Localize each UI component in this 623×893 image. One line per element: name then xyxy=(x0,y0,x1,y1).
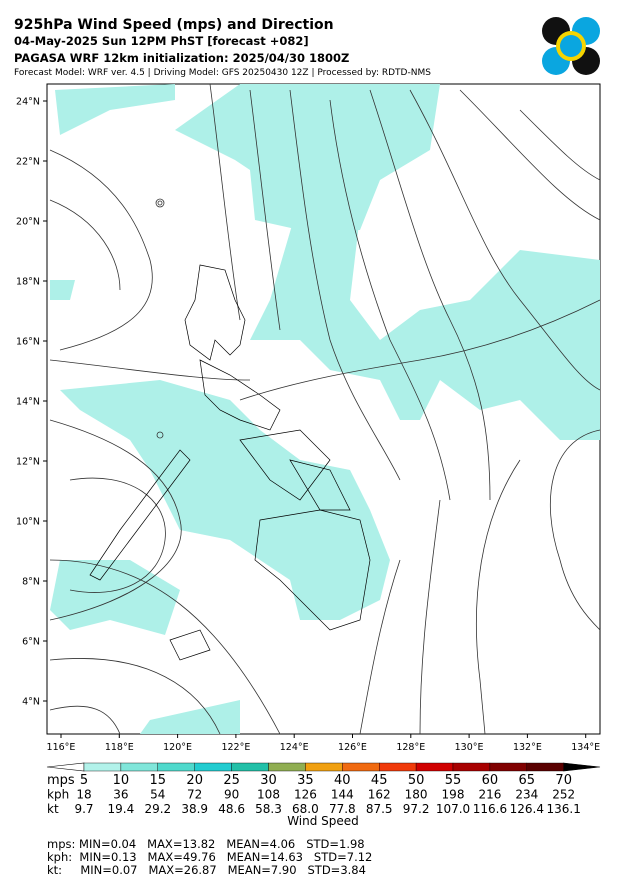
streamlines xyxy=(49,83,601,735)
lon-label: 124°E xyxy=(280,742,309,753)
colorbar-segment xyxy=(415,762,454,772)
unit-label: kt xyxy=(47,802,59,816)
colorbar-tick-label: 5 xyxy=(80,773,88,788)
subtitle: 04-May-2025 Sun 12PM PhST [forecast +082… xyxy=(14,34,309,48)
lat-label: 22°N xyxy=(16,157,40,168)
colorbar-tick-label: 45 xyxy=(371,773,388,788)
logo xyxy=(542,17,600,75)
colorbar-tick-label: 107.0 xyxy=(436,802,470,816)
colorbar-tick-label: 116.6 xyxy=(473,802,507,816)
title: 925hPa Wind Speed (mps) and Direction xyxy=(14,17,334,33)
colorbar-tick-label: 35 xyxy=(297,773,314,788)
colorbar-tick-label: 87.5 xyxy=(366,802,393,816)
model-info: Forecast Model: WRF ver. 4.5 | Driving M… xyxy=(14,68,431,78)
colorbar-tick-label: 10 xyxy=(113,773,130,788)
lat-label: 20°N xyxy=(16,217,40,228)
colorbar-tick-label: 65 xyxy=(519,773,536,788)
lon-label: 118°E xyxy=(105,742,134,753)
lat-label: 16°N xyxy=(16,337,40,348)
colorbar-tick-label: 9.7 xyxy=(74,802,93,816)
colorbar-tick-label: 126.4 xyxy=(510,802,544,816)
colorbar-tick-label: 144 xyxy=(331,788,354,802)
colorbar-tick-label: 97.2 xyxy=(403,802,430,816)
lon-label: 134°E xyxy=(571,742,600,753)
lat-label: 14°N xyxy=(16,397,40,408)
colorbar-tick-label: 70 xyxy=(555,773,572,788)
coastline xyxy=(89,264,371,661)
colorbar-segment xyxy=(305,762,343,772)
unit-label: kph xyxy=(47,788,69,802)
colorbar-tick-label: 68.0 xyxy=(292,802,319,816)
colorbar-tick-label: 25 xyxy=(223,773,240,788)
map xyxy=(46,83,601,735)
colorbar-tick-label: 136.1 xyxy=(547,802,581,816)
lon-label: 128°E xyxy=(396,742,425,753)
colorbar-under xyxy=(46,762,85,772)
colorbar-tick-label: 20 xyxy=(186,773,203,788)
colorbar-segment xyxy=(452,762,491,772)
colorbar-tick-label: 40 xyxy=(334,773,351,788)
colorbar-tick-label: 252 xyxy=(552,788,575,802)
colorbar-tick-label: 29.2 xyxy=(144,802,171,816)
colorbar-tick-label: 30 xyxy=(260,773,277,788)
colorbar-tick-label: 216 xyxy=(478,788,501,802)
lon-label: 130°E xyxy=(455,742,484,753)
colorbar-segment xyxy=(231,762,269,772)
lat-label: 4°N xyxy=(22,697,40,708)
colorbar-tick-label: 234 xyxy=(515,788,538,802)
colorbar-tick-label: 50 xyxy=(408,773,425,788)
lon-label: 120°E xyxy=(163,742,192,753)
colorbar-tick-label: 162 xyxy=(368,788,391,802)
colorbar-tick-label: 72 xyxy=(187,788,202,802)
colorbar-segment xyxy=(194,762,232,772)
colorbar-segment xyxy=(83,762,122,772)
lat-label: 24°N xyxy=(16,97,40,108)
colorbar-tick-label: 108 xyxy=(257,788,280,802)
colorbar-over xyxy=(563,762,601,772)
colorbar-segment xyxy=(157,762,195,772)
lon-label: 122°E xyxy=(221,742,250,753)
colorbar-tick-label: 55 xyxy=(445,773,462,788)
stats-line: kt: MIN=0.07 MAX=26.87 MEAN=7.90 STD=3.8… xyxy=(47,863,366,877)
colorbar-segment xyxy=(268,762,306,772)
colorbar-tick-label: 60 xyxy=(482,773,499,788)
colorbar-segment xyxy=(489,762,527,772)
colorbar-tick-label: 58.3 xyxy=(255,802,282,816)
lon-label: 116°E xyxy=(47,742,76,753)
stats-line: kph: MIN=0.13 MAX=49.76 MEAN=14.63 STD=7… xyxy=(47,850,372,864)
wind-shading xyxy=(50,84,600,734)
colorbar-segment xyxy=(342,762,380,772)
unit-label: mps xyxy=(47,773,75,788)
colorbar-label: Wind Speed xyxy=(287,814,359,828)
colorbar-tick-label: 19.4 xyxy=(108,802,135,816)
lat-label: 18°N xyxy=(16,277,40,288)
lon-label: 132°E xyxy=(513,742,542,753)
colorbar-tick-label: 198 xyxy=(442,788,465,802)
colorbar-segment xyxy=(379,762,417,772)
lon-label: 126°E xyxy=(338,742,367,753)
lat-label: 6°N xyxy=(22,637,40,648)
colorbar-segment xyxy=(120,762,159,772)
colorbar-tick-label: 48.6 xyxy=(218,802,245,816)
colorbar-tick-label: 15 xyxy=(150,773,167,788)
colorbar-tick-label: 90 xyxy=(224,788,239,802)
colorbar-tick-label: 18 xyxy=(76,788,91,802)
lat-label: 12°N xyxy=(16,457,40,468)
colorbar-tick-label: 36 xyxy=(113,788,128,802)
subtitle: PAGASA WRF 12km initialization: 2025/04/… xyxy=(14,51,349,65)
colorbar-tick-label: 180 xyxy=(405,788,428,802)
lat-label: 10°N xyxy=(16,517,40,528)
colorbar-tick-label: 38.9 xyxy=(181,802,208,816)
colorbar-tick-label: 126 xyxy=(294,788,317,802)
lat-label: 8°N xyxy=(22,577,40,588)
colorbar-segment xyxy=(526,762,564,772)
colorbar-tick-label: 54 xyxy=(150,788,165,802)
colorbar-tick-label: 77.8 xyxy=(329,802,356,816)
stats-line: mps: MIN=0.04 MAX=13.82 MEAN=4.06 STD=1.… xyxy=(47,837,365,851)
